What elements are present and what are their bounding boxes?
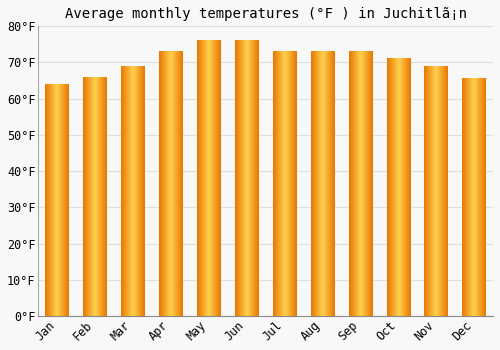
Title: Average monthly temperatures (°F ) in Juchitlã¡n: Average monthly temperatures (°F ) in Ju…: [64, 7, 466, 21]
